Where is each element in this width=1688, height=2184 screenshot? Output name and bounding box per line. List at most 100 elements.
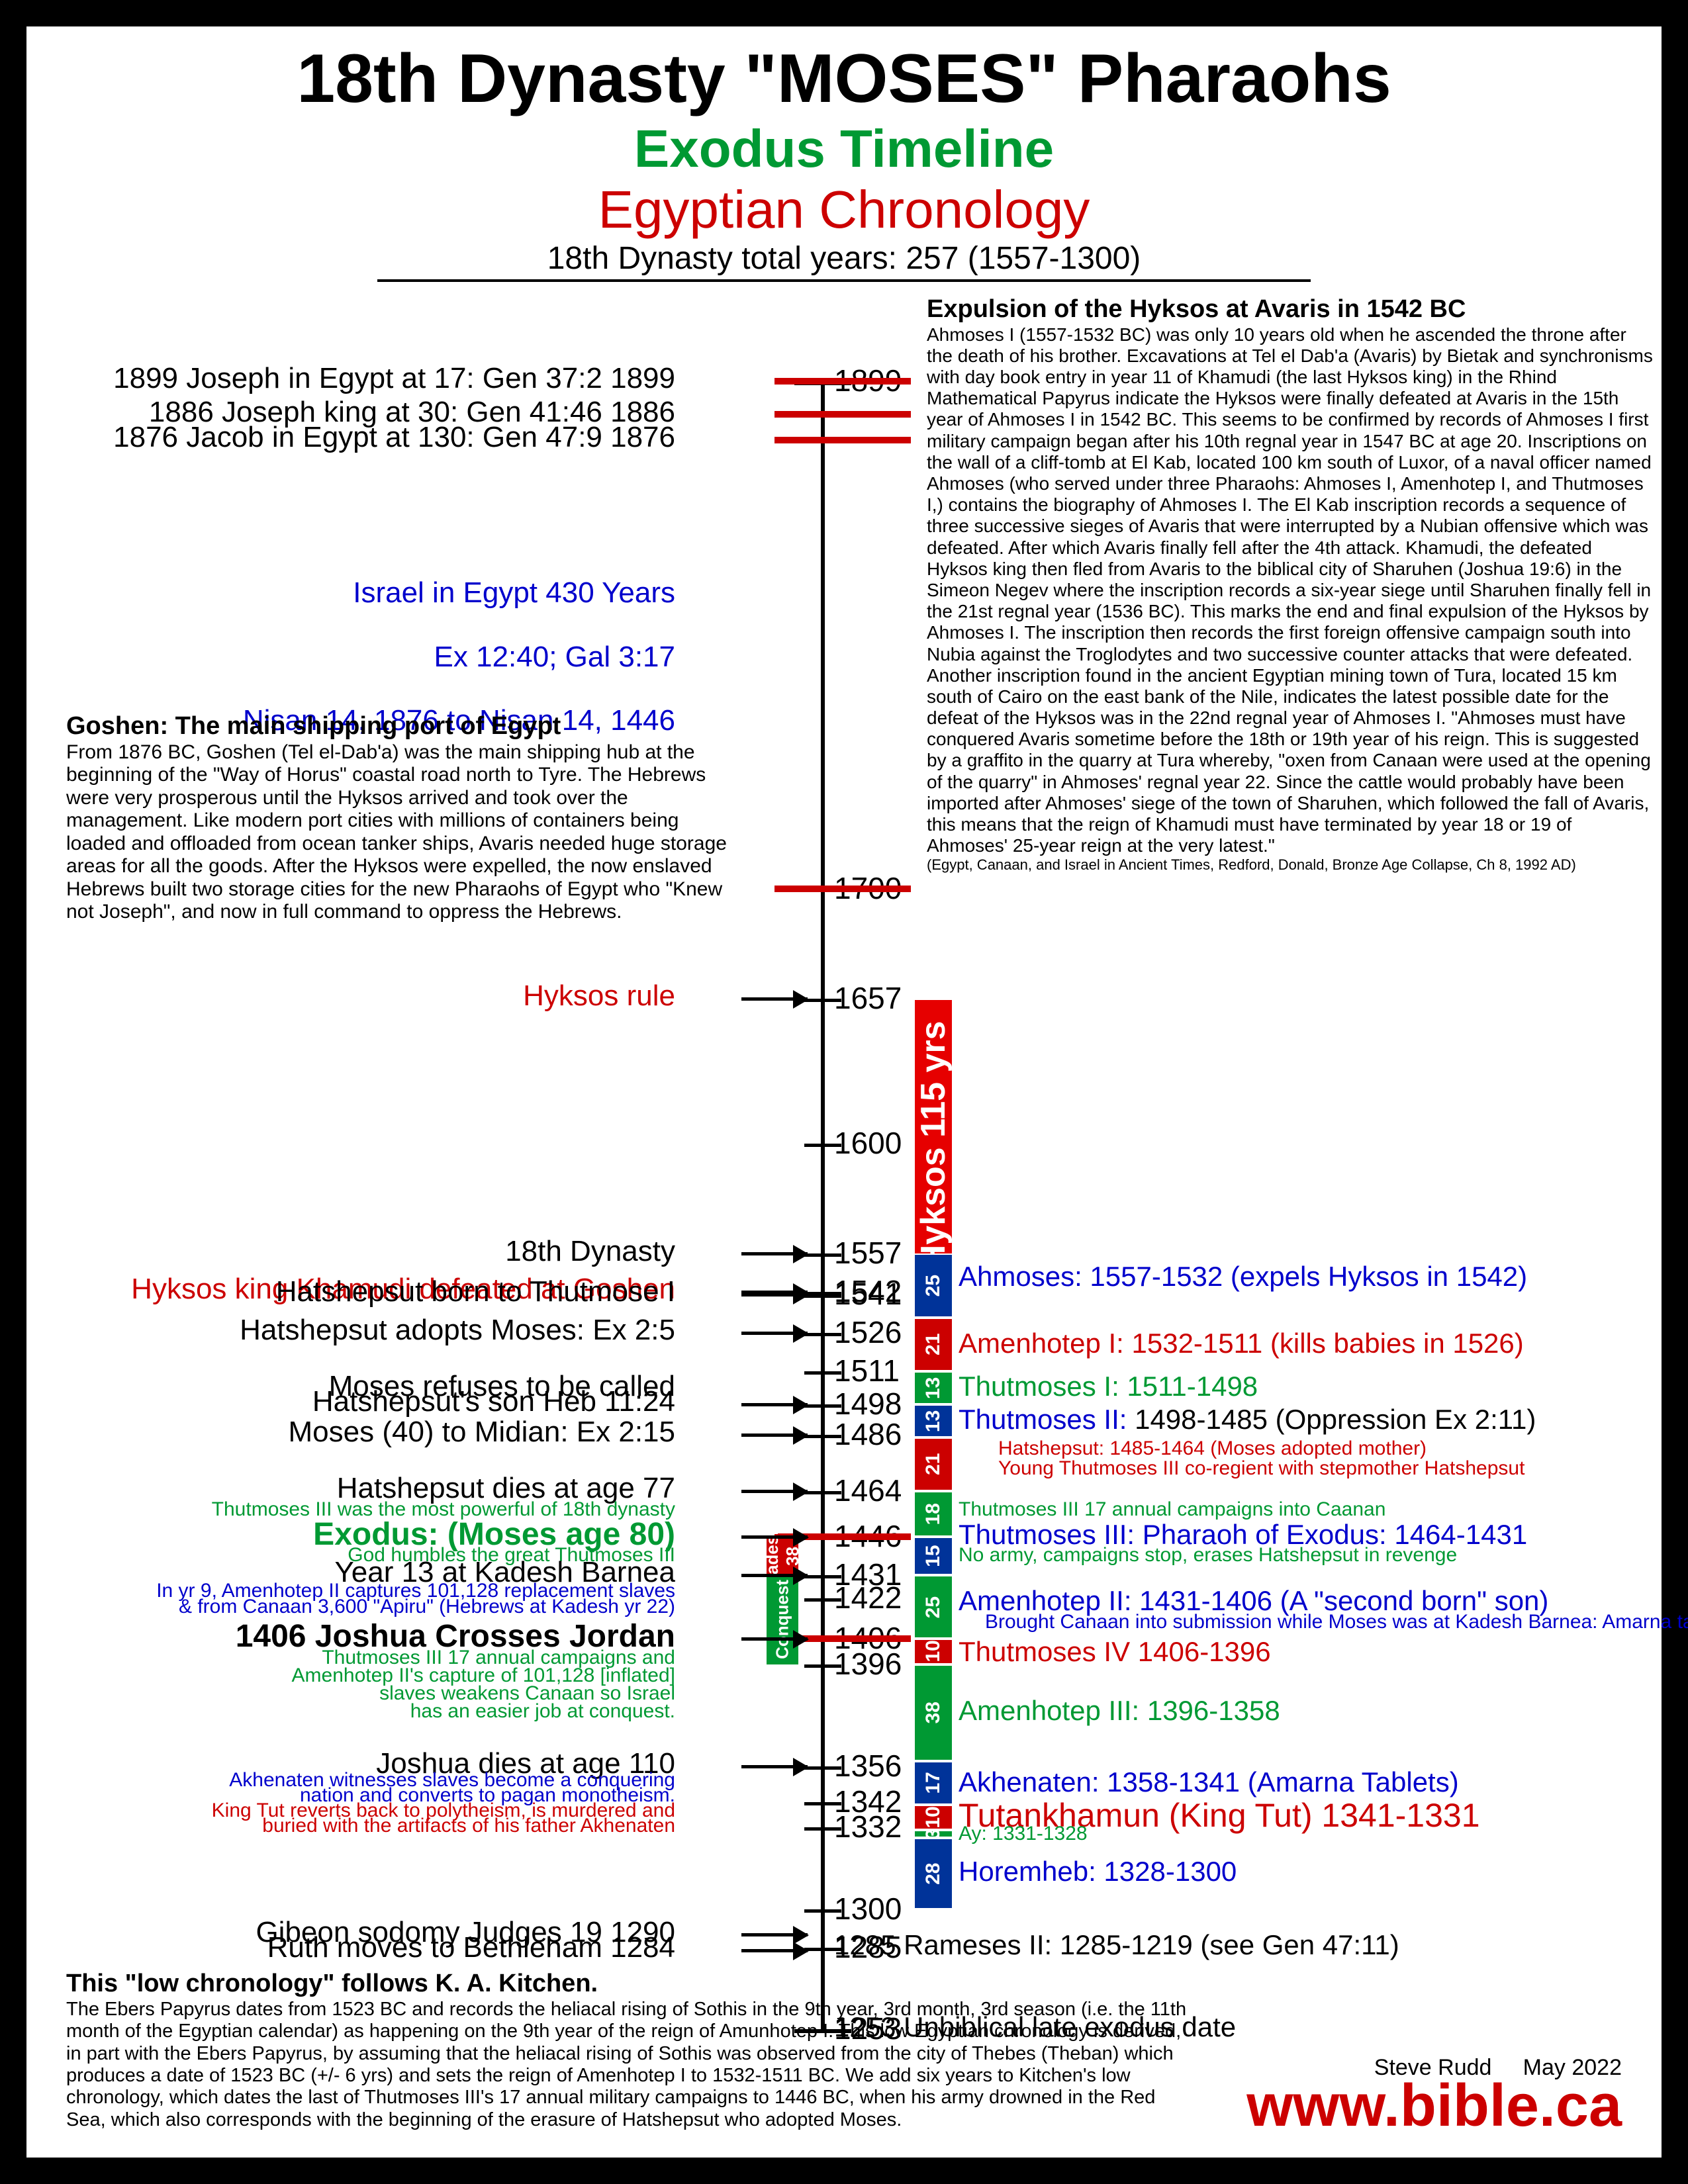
- year-label: 1486: [834, 1416, 902, 1452]
- pharaoh-bar: 21: [914, 1437, 953, 1491]
- left-event: Ruth moves to Bethleham 1284: [267, 1931, 675, 1964]
- pharaoh-bar: 10: [914, 1805, 953, 1831]
- year-label: 1356: [834, 1748, 902, 1784]
- left-event: has an easier job at conquest.: [410, 1700, 675, 1723]
- pharaoh-bar-label: 13: [915, 1373, 952, 1403]
- right-label: 1285 Rameses II: 1285-1219 (see Gen 47:1…: [834, 1929, 1399, 1961]
- year-label: 1422: [834, 1580, 902, 1615]
- pharaoh-bar-label: 21: [915, 1439, 952, 1490]
- pharaoh-bar-label: 25: [915, 1255, 952, 1316]
- arrow-icon: [741, 1433, 808, 1437]
- year-label: 1657: [834, 980, 902, 1016]
- arrow-icon: [741, 1535, 808, 1539]
- arrow-icon: [741, 1933, 808, 1936]
- expulsion-cite: (Egypt, Canaan, and Israel in Ancient Ti…: [927, 856, 1655, 873]
- pharaoh-bar: 10: [914, 1639, 953, 1664]
- left-event: buried with the artifacts of his father …: [262, 1815, 675, 1837]
- left-event: & from Canaan 3,600 "Apiru" (Hebrews at …: [179, 1596, 675, 1618]
- right-label: Ahmoses: 1557-1532 (expels Hyksos in 154…: [959, 1261, 1527, 1293]
- right-label: Young Thutmoses III co-regient with step…: [998, 1457, 1524, 1480]
- pharaoh-bar: 13: [914, 1404, 953, 1437]
- pharaoh-bar: 28: [914, 1838, 953, 1909]
- red-tick: [774, 378, 911, 385]
- pharaoh-bar: 13: [914, 1371, 953, 1404]
- right-label: Horemheb: 1328-1300: [959, 1856, 1237, 1888]
- left-event: Hatshepsut adopts Moses: Ex 2:5: [240, 1314, 675, 1347]
- year-label: 1332: [834, 1809, 902, 1844]
- pharaoh-bar-label: 18: [915, 1492, 952, 1535]
- timeline-axis: [821, 381, 825, 2029]
- credit-block: Steve Rudd May 2022 www.bible.ca: [1246, 2055, 1622, 2132]
- pharaoh-bar: Hyksos 115 yrs: [914, 999, 953, 1292]
- year-label: 1600: [834, 1125, 902, 1161]
- red-tick: [774, 411, 911, 418]
- expulsion-body: Ahmoses I (1557-1532 BC) was only 10 yea…: [927, 324, 1655, 857]
- pharaoh-bar-label: 3: [915, 1831, 952, 1837]
- footer-paragraph: This "low chronology" follows K. A. Kitc…: [66, 1970, 1192, 2131]
- pharaoh-bar-label: Hyksos 115 yrs: [915, 1000, 952, 1291]
- left-event: 18th Dynasty: [505, 1235, 675, 1268]
- year-label: 1396: [834, 1646, 902, 1682]
- timeline-canvas: 1899170016571600155715421541152615111498…: [66, 295, 1622, 2082]
- left-event: Moses (40) to Midian: Ex 2:15: [289, 1416, 675, 1449]
- arrow-icon: [741, 1252, 808, 1255]
- right-label: Thutmoses III 17 annual campaigns into C…: [959, 1498, 1385, 1521]
- right-label: Akhenaten: 1358-1341 (Amarna Tablets): [959, 1766, 1459, 1798]
- title-main: 18th Dynasty "MOSES" Pharaohs: [66, 40, 1622, 118]
- footer-title: This "low chronology" follows K. A. Kitc…: [66, 1970, 1192, 1999]
- right-label: Ay: 1331-1328: [959, 1823, 1088, 1845]
- right-label: Thutmoses IV 1406-1396: [959, 1636, 1271, 1668]
- arrow-icon: [741, 1293, 808, 1297]
- pharaoh-bar: 3: [914, 1830, 953, 1838]
- year-label: 1511: [834, 1353, 900, 1388]
- year-label: 1464: [834, 1473, 902, 1508]
- left-event: Ex 12:40; Gal 3:17: [434, 641, 675, 674]
- pharaoh-bar: 15: [914, 1537, 953, 1575]
- pharaoh-bar-label: 25: [915, 1576, 952, 1637]
- pharaoh-bar: 18: [914, 1491, 953, 1537]
- pharaoh-bar-label: 28: [915, 1839, 952, 1908]
- page: 18th Dynasty "MOSES" Pharaohs Exodus Tim…: [26, 26, 1662, 2158]
- pharaoh-bar-label: 10: [915, 1640, 952, 1663]
- arrow-icon: [741, 997, 808, 1001]
- arrow-icon: [741, 1637, 808, 1641]
- right-label: No army, campaigns stop, erases Hatsheps…: [959, 1544, 1457, 1567]
- side-bar-label: Conquest: [767, 1575, 798, 1664]
- arrow-icon: [741, 1574, 808, 1577]
- right-label: Thutmoses I: 1511-1498: [959, 1371, 1258, 1402]
- footer-body: The Ebers Papyrus dates from 1523 BC and…: [66, 1999, 1192, 2131]
- right-label: Thutmoses II: 1498-1485 (Oppression Ex 2…: [959, 1404, 1536, 1435]
- year-label: 1557: [834, 1235, 902, 1271]
- subtitle-green: Exodus Timeline: [66, 118, 1622, 179]
- side-bar: Conquest: [767, 1575, 798, 1664]
- year-label: 1526: [834, 1314, 902, 1350]
- year-label: 1541: [834, 1276, 902, 1312]
- pharaoh-bar-label: 38: [915, 1666, 952, 1760]
- pharaoh-bar-label: 15: [915, 1538, 952, 1574]
- arrow-icon: [741, 1765, 808, 1768]
- expulsion-paragraph: Expulsion of the Hyksos at Avaris in 154…: [927, 295, 1655, 874]
- arrow-icon: [741, 1949, 808, 1952]
- right-label: Amenhotep III: 1396-1358: [959, 1695, 1280, 1727]
- goshen-title: Goshen: The main shipping port of Egypt: [66, 712, 741, 741]
- left-event: Hatshepsut born to Thutmose I: [276, 1275, 675, 1308]
- arrow-icon: [741, 1403, 808, 1406]
- subtitle-black: 18th Dynasty total years: 257 (1557-1300…: [66, 240, 1622, 277]
- right-label: Hatshepsut: 1485-1464 (Moses adopted mot…: [998, 1437, 1427, 1460]
- left-event: Hyksos rule: [523, 979, 675, 1013]
- pharaoh-bar-label: 13: [915, 1406, 952, 1436]
- right-label: Brought Canaan into submission while Mos…: [985, 1611, 1688, 1633]
- header-rule: [377, 279, 1311, 282]
- pharaoh-bar: 25: [914, 1575, 953, 1639]
- left-event: Israel in Egypt 430 Years: [353, 576, 675, 610]
- red-tick: [774, 886, 911, 892]
- pharaoh-bar: 38: [914, 1664, 953, 1761]
- right-label: Amenhotep I: 1532-1511 (kills babies in …: [959, 1328, 1524, 1359]
- left-event: 1899 Joseph in Egypt at 17: Gen 37:2 189…: [113, 362, 675, 395]
- pharaoh-bar: 17: [914, 1761, 953, 1805]
- pharaoh-bar-label: 10: [915, 1806, 952, 1829]
- subtitle-red: Egyptian Chronology: [66, 179, 1622, 240]
- arrow-icon: [741, 1332, 808, 1335]
- red-tick: [774, 437, 911, 443]
- expulsion-title: Expulsion of the Hyksos at Avaris in 154…: [927, 295, 1655, 324]
